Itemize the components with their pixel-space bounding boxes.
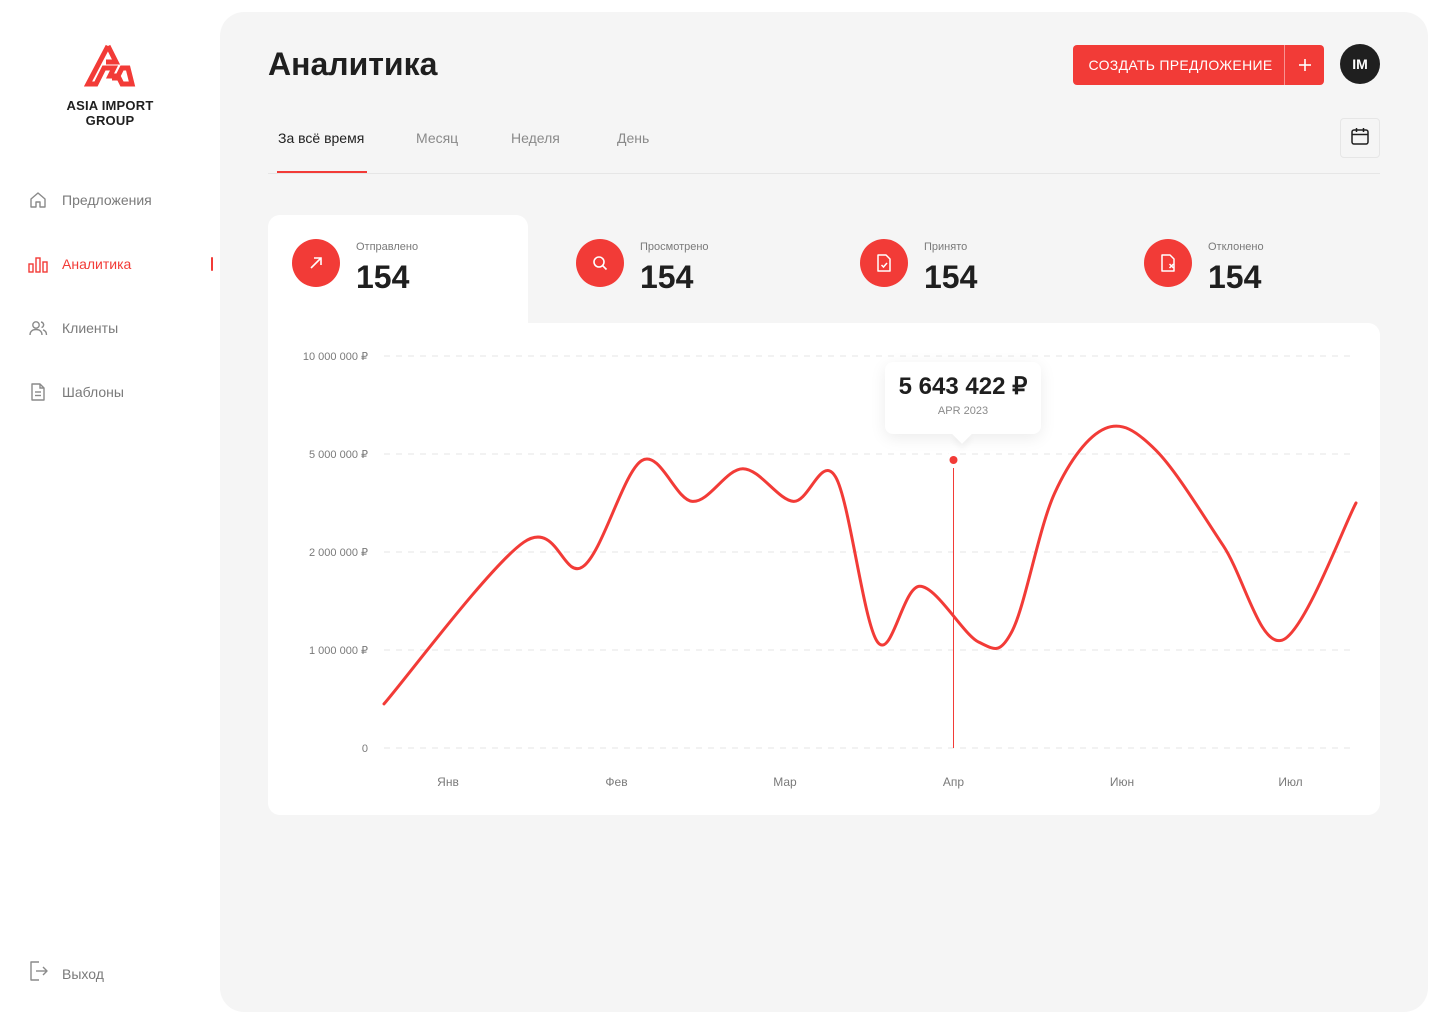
brand-logo[interactable]: ASIA IMPORT GROUP bbox=[60, 44, 160, 128]
y-tick-label: 5 000 000 ₽ bbox=[309, 449, 368, 461]
x-tick-label: Янв bbox=[437, 775, 459, 789]
stat-value: 154 bbox=[640, 259, 694, 295]
tab-month[interactable]: Месяц bbox=[416, 130, 459, 146]
x-tick-label: Июл bbox=[1278, 775, 1302, 789]
stat-label: Принято bbox=[924, 241, 968, 253]
users-icon bbox=[28, 318, 48, 338]
x-tick-label: Мар bbox=[773, 775, 797, 789]
sidebar-item-templates[interactable]: Шаблоны bbox=[0, 376, 220, 408]
avatar[interactable]: IM bbox=[1340, 44, 1380, 84]
logo-mark-icon bbox=[84, 44, 136, 87]
main-panel: Аналитика СОЗДАТЬ ПРЕДЛОЖЕНИЕ IM За всё … bbox=[220, 12, 1428, 1012]
highlight-point bbox=[949, 456, 958, 464]
tab-active-indicator bbox=[277, 171, 367, 173]
search-icon bbox=[576, 239, 624, 287]
x-tick-label: Июн bbox=[1110, 775, 1134, 789]
sidebar-item-clients[interactable]: Клиенты bbox=[0, 312, 220, 344]
stats-row: Отправлено 154 Просмотрено 154 Принято 1… bbox=[268, 215, 1380, 325]
sidebar-item-offers[interactable]: Предложения bbox=[0, 184, 220, 216]
stat-label: Отклонено bbox=[1208, 241, 1264, 253]
sidebar-item-analytics[interactable]: Аналитика bbox=[0, 248, 220, 280]
plus-icon bbox=[1284, 45, 1324, 85]
stat-card-sent[interactable]: Отправлено 154 bbox=[268, 215, 528, 325]
stat-value: 154 bbox=[924, 259, 978, 295]
revenue-line-chart: 10 000 000 ₽ 5 000 000 ₽ 2 000 000 ₽ 1 000 … bbox=[303, 351, 1358, 789]
sidebar-item-label: Клиенты bbox=[62, 320, 119, 336]
sidebar-item-label: Аналитика bbox=[62, 256, 132, 272]
x-tick-label: Фев bbox=[605, 775, 627, 789]
sidebar-nav: Предложения Аналитика Клиенты Шаблоны bbox=[0, 184, 220, 440]
sidebar: ASIA IMPORT GROUP Предложения Аналитика … bbox=[0, 0, 220, 1024]
logout-icon bbox=[28, 960, 48, 987]
stat-card-viewed[interactable]: Просмотрено 154 bbox=[552, 215, 812, 325]
tooltip-label: APR 2023 bbox=[937, 405, 989, 417]
stat-card-accepted[interactable]: Принято 154 bbox=[836, 215, 1096, 325]
brand-name: ASIA IMPORT GROUP bbox=[66, 98, 154, 128]
calendar-button[interactable] bbox=[1340, 118, 1380, 158]
logout-button[interactable]: Выход bbox=[28, 960, 104, 987]
stat-value: 154 bbox=[356, 259, 410, 295]
tab-day[interactable]: День bbox=[617, 130, 650, 146]
y-tick-label: 2 000 000 ₽ bbox=[309, 547, 368, 559]
chart-tooltip: 5 643 422 ₽ APR 2023 bbox=[885, 362, 1041, 434]
tab-all-time[interactable]: За всё время bbox=[278, 130, 365, 146]
stat-label: Просмотрено bbox=[640, 241, 709, 253]
x-tick-label: Апр bbox=[943, 775, 965, 789]
home-icon bbox=[28, 190, 48, 210]
sidebar-item-label: Предложения bbox=[62, 192, 152, 208]
create-offer-label: СОЗДАТЬ ПРЕДЛОЖЕНИЕ bbox=[1088, 57, 1273, 73]
bar-chart-icon bbox=[28, 254, 48, 274]
stat-card-rejected[interactable]: Отклонено 154 bbox=[1120, 215, 1380, 325]
stat-value: 154 bbox=[1208, 259, 1262, 295]
revenue-chart-card: 10 000 000 ₽ 5 000 000 ₽ 2 000 000 ₽ 1 000 … bbox=[268, 323, 1380, 815]
create-offer-button[interactable]: СОЗДАТЬ ПРЕДЛОЖЕНИЕ bbox=[1073, 45, 1324, 85]
sidebar-item-label: Шаблоны bbox=[62, 384, 124, 400]
file-reject-icon bbox=[1144, 239, 1192, 287]
document-icon bbox=[28, 382, 48, 402]
calendar-icon bbox=[1350, 126, 1370, 151]
y-tick-label: 1 000 000 ₽ bbox=[309, 645, 368, 657]
tooltip-value: 5 643 422 ₽ bbox=[898, 373, 1028, 400]
logout-label: Выход bbox=[62, 965, 104, 982]
period-tabs: За всё время Месяц Неделя День bbox=[268, 112, 1380, 174]
y-tick-label: 10 000 000 ₽ bbox=[303, 351, 368, 363]
arrow-up-right-icon bbox=[292, 239, 340, 287]
revenue-series-line bbox=[382, 424, 1358, 706]
stat-label: Отправлено bbox=[356, 241, 419, 253]
tab-week[interactable]: Неделя bbox=[511, 130, 560, 146]
y-tick-label: 0 bbox=[362, 743, 368, 755]
file-check-icon bbox=[860, 239, 908, 287]
page-title: Аналитика bbox=[268, 46, 438, 82]
